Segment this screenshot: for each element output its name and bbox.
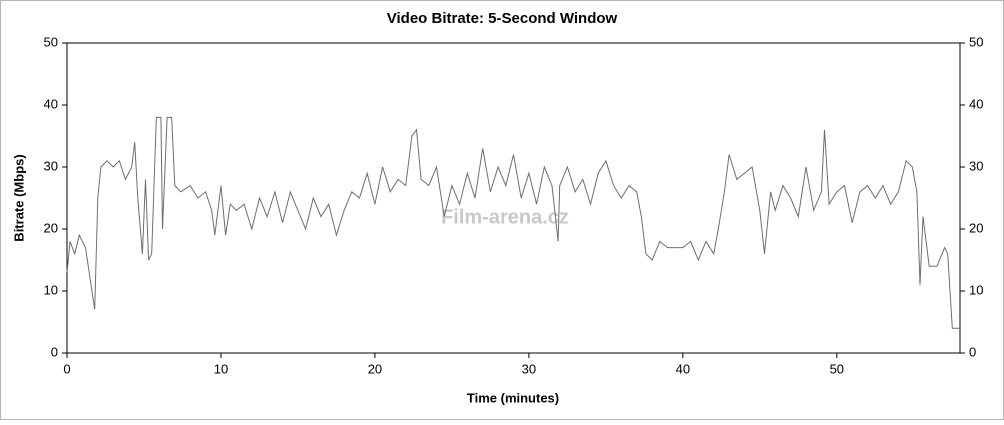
chart-title: Video Bitrate: 5-Second Window — [387, 10, 618, 27]
x-tick-label: 20 — [368, 361, 382, 376]
watermark: Film-arena.cz — [441, 206, 569, 228]
y-tick-label: 50 — [44, 34, 58, 49]
y2-tick-label: 10 — [969, 282, 983, 297]
x-tick-label: 50 — [830, 361, 844, 376]
y2-tick-label: 0 — [969, 344, 976, 359]
y2-tick-label: 50 — [969, 34, 983, 49]
y-tick-label: 10 — [44, 282, 58, 297]
y-tick-label: 30 — [44, 158, 58, 173]
plot-area — [66, 42, 961, 354]
y-axis-label: Bitrate (Mbps) — [11, 154, 26, 241]
y2-tick-label: 40 — [969, 96, 983, 111]
x-tick-label: 0 — [63, 361, 70, 376]
x-tick-label: 10 — [214, 361, 228, 376]
y2-tick-label: 20 — [969, 220, 983, 235]
y-tick-label: 20 — [44, 220, 58, 235]
x-tick-label: 30 — [522, 361, 536, 376]
data-line — [66, 116, 960, 329]
y-tick-label: 40 — [44, 96, 58, 111]
y2-tick-label: 30 — [969, 158, 983, 173]
x-axis-label: Time (minutes) — [467, 390, 559, 405]
x-tick-label: 40 — [676, 361, 690, 376]
y-tick-label: 0 — [51, 344, 58, 359]
